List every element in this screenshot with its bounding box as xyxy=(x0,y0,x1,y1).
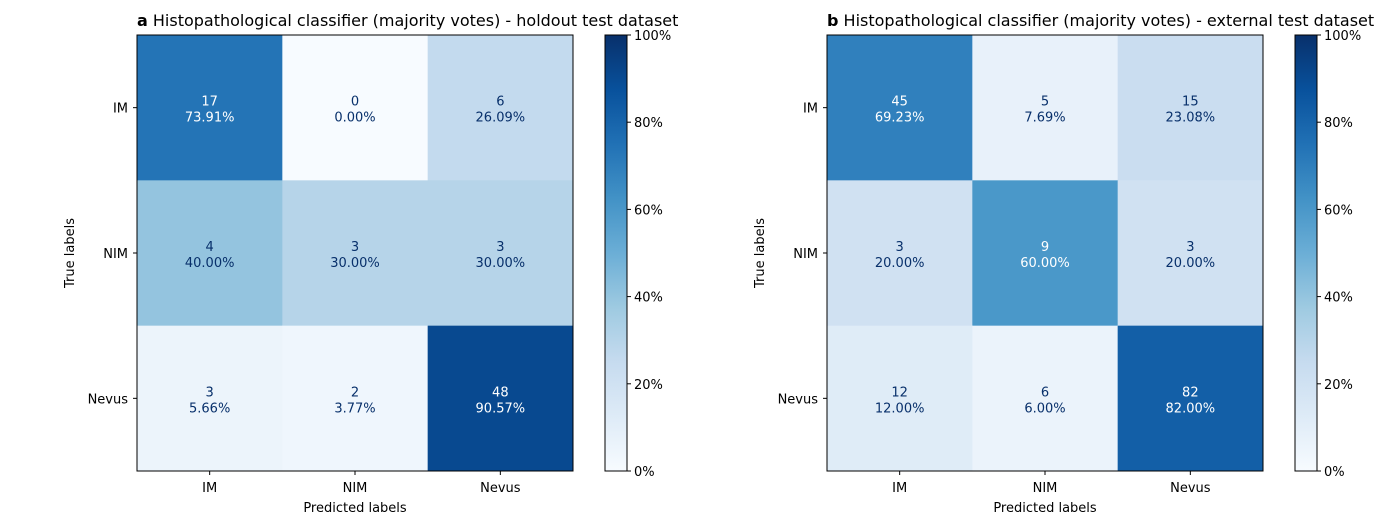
cell-count-label: 3 xyxy=(206,385,214,400)
x-tick-label: Nevus xyxy=(1170,481,1211,496)
y-tick-label: NIM xyxy=(103,247,128,262)
heatmap-cell xyxy=(827,325,973,472)
colorbar-tick-label: 80% xyxy=(1324,116,1353,131)
x-tick-label: NIM xyxy=(1033,481,1058,496)
panel-title: a Histopathological classifier (majority… xyxy=(137,11,678,30)
heatmap-cell xyxy=(137,35,283,181)
cell-percent-label: 20.00% xyxy=(1166,256,1216,271)
cell-count-label: 6 xyxy=(496,95,504,110)
cell-percent-label: 60.00% xyxy=(1020,256,1070,271)
x-axis-label: Predicted labels xyxy=(303,501,407,516)
x-tick-label: NIM xyxy=(343,481,368,496)
cell-percent-label: 30.00% xyxy=(476,256,526,271)
cell-percent-label: 6.00% xyxy=(1024,401,1065,416)
y-tick-label: Nevus xyxy=(88,392,129,407)
y-tick-label: IM xyxy=(803,102,818,117)
y-axis-label: True labels xyxy=(63,218,78,289)
panel-title: b Histopathological classifier (majority… xyxy=(827,11,1374,30)
heatmap-cell xyxy=(427,35,574,181)
y-axis-label: True labels xyxy=(753,218,768,289)
y-tick-label: Nevus xyxy=(778,392,819,407)
panel-title-text: Histopathological classifier (majority v… xyxy=(153,11,679,30)
heatmap-cell xyxy=(427,325,574,472)
panel-letter: a xyxy=(137,11,148,30)
cell-count-label: 3 xyxy=(1186,240,1194,255)
cell-percent-label: 40.00% xyxy=(185,256,235,271)
heatmap-cell xyxy=(282,325,429,472)
cell-percent-label: 90.57% xyxy=(476,401,526,416)
heatmap-cell xyxy=(1117,325,1264,472)
cell-percent-label: 23.08% xyxy=(1166,111,1216,126)
heatmap-cell xyxy=(972,325,1119,472)
colorbar-tick-label: 80% xyxy=(634,116,663,131)
cell-count-label: 48 xyxy=(492,385,509,400)
cell-count-label: 12 xyxy=(891,385,908,400)
cell-count-label: 0 xyxy=(351,95,359,110)
cell-count-label: 15 xyxy=(1182,95,1199,110)
colorbar-tick-label: 0% xyxy=(1324,465,1345,480)
confusion-matrix-panel-b: b Histopathological classifier (majority… xyxy=(753,11,1374,516)
colorbar-tick-label: 40% xyxy=(634,291,663,306)
colorbar-tick-label: 100% xyxy=(1324,29,1361,44)
cell-count-label: 4 xyxy=(206,240,214,255)
heatmap-cell xyxy=(282,35,429,181)
cell-percent-label: 20.00% xyxy=(875,256,925,271)
cell-percent-label: 12.00% xyxy=(875,401,925,416)
x-tick-label: Nevus xyxy=(480,481,521,496)
colorbar-gradient xyxy=(604,34,628,472)
cell-percent-label: 5.66% xyxy=(189,401,230,416)
heatmap-cell xyxy=(827,180,973,327)
cell-count-label: 3 xyxy=(351,240,359,255)
panel-letter: b xyxy=(827,11,838,30)
confusion-matrix-panel-a: a Histopathological classifier (majority… xyxy=(63,11,678,516)
colorbar-tick-label: 60% xyxy=(634,203,663,218)
heatmap-cell xyxy=(137,325,283,472)
heatmap-cell xyxy=(1117,35,1264,181)
heatmap-cell xyxy=(827,35,973,181)
colorbar-tick-label: 60% xyxy=(1324,203,1353,218)
cell-percent-label: 7.69% xyxy=(1024,111,1065,126)
cell-percent-label: 0.00% xyxy=(334,111,375,126)
cell-count-label: 45 xyxy=(891,95,908,110)
colorbar-tick-label: 40% xyxy=(1324,291,1353,306)
panel-title-text: Histopathological classifier (majority v… xyxy=(844,11,1375,30)
cell-percent-label: 73.91% xyxy=(185,111,235,126)
colorbar: 0% 20% 40% 60% 80% 100% xyxy=(1294,29,1361,480)
colorbar-tick-label: 100% xyxy=(634,29,671,44)
colorbar-tick-label: 0% xyxy=(634,465,655,480)
y-tick-label: IM xyxy=(113,102,128,117)
x-tick-label: IM xyxy=(892,481,907,496)
cell-count-label: 17 xyxy=(201,95,218,110)
cell-count-label: 5 xyxy=(1041,95,1049,110)
cell-percent-label: 82.00% xyxy=(1166,401,1216,416)
cell-count-label: 3 xyxy=(496,240,504,255)
cell-count-label: 82 xyxy=(1182,385,1199,400)
cell-count-label: 3 xyxy=(896,240,904,255)
heatmap-cell xyxy=(1117,180,1264,327)
heatmap-cell xyxy=(427,180,574,327)
cell-percent-label: 30.00% xyxy=(330,256,380,271)
cell-count-label: 6 xyxy=(1041,385,1049,400)
y-tick-label: NIM xyxy=(793,247,818,262)
heatmap-cell xyxy=(972,35,1119,181)
cell-count-label: 2 xyxy=(351,385,359,400)
cell-percent-label: 26.09% xyxy=(476,111,526,126)
colorbar-tick-label: 20% xyxy=(634,378,663,393)
heatmap-cell xyxy=(282,180,429,327)
colorbar-tick-label: 20% xyxy=(1324,378,1353,393)
cell-percent-label: 69.23% xyxy=(875,111,925,126)
colorbar: 0% 20% 40% 60% 80% 100% xyxy=(604,29,671,480)
heatmap-cell xyxy=(137,180,283,327)
x-tick-label: IM xyxy=(202,481,217,496)
x-axis-label: Predicted labels xyxy=(993,501,1097,516)
colorbar-gradient xyxy=(1294,34,1318,472)
heatmap-cell xyxy=(972,180,1119,327)
cell-percent-label: 3.77% xyxy=(334,401,375,416)
cell-count-label: 9 xyxy=(1041,240,1049,255)
